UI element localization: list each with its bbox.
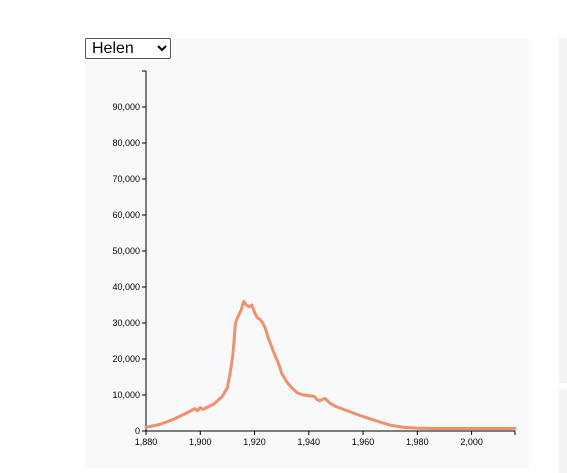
x-tick-label: 1,940 [298, 437, 321, 447]
x-tick-label: 2,000 [460, 437, 483, 447]
y-tick-label: 90,000 [112, 102, 140, 112]
right-panel-edge-top [559, 38, 567, 383]
y-tick-label: 80,000 [112, 138, 140, 148]
y-tick-label: 40,000 [112, 282, 140, 292]
y-tick-label: 0 [135, 426, 140, 436]
x-tick-label: 1,920 [243, 437, 266, 447]
y-tick-label: 50,000 [112, 246, 140, 256]
y-tick-label: 70,000 [112, 174, 140, 184]
y-tick-label: 20,000 [112, 354, 140, 364]
x-tick-label: 1,880 [135, 437, 158, 447]
y-tick-label: 60,000 [112, 210, 140, 220]
name-dropdown[interactable]: Helen [85, 38, 171, 59]
y-tick-label: 10,000 [112, 390, 140, 400]
series-line [144, 299, 517, 430]
right-panel-edge-bottom [559, 389, 567, 473]
y-tick-label: 30,000 [112, 318, 140, 328]
x-tick-label: 1,900 [189, 437, 212, 447]
x-tick-label: 1,960 [352, 437, 375, 447]
series-group [144, 299, 517, 430]
x-tick-label: 1,980 [406, 437, 429, 447]
x-axis: 1,880 1,900 1,920 1,940 1,960 1,980 2,000 [135, 430, 516, 447]
y-axis: 0 10,000 20,000 30,000 40,000 50,000 60,000 70,… [112, 70, 147, 436]
